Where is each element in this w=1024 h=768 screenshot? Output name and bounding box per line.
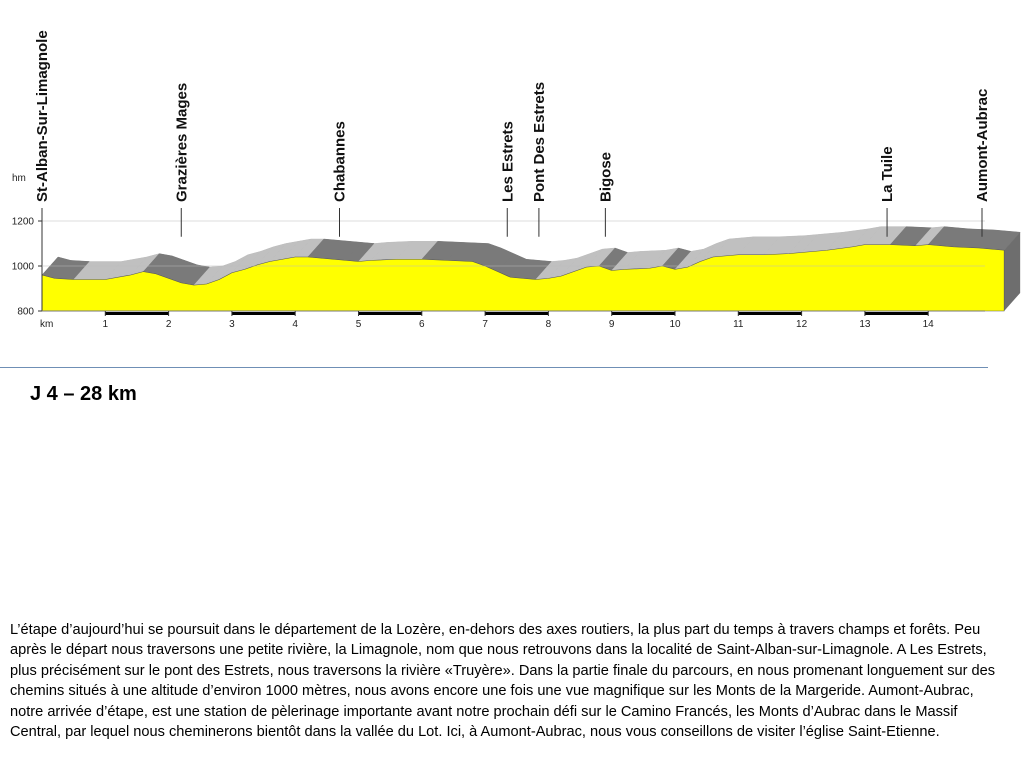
x-tick-label: 11 xyxy=(733,319,744,330)
distance-bar xyxy=(231,312,296,315)
distance-bar xyxy=(611,312,675,315)
stage-title: J 4 – 28 km xyxy=(30,383,137,405)
x-tick-label: 1 xyxy=(103,319,109,330)
distance-bar xyxy=(485,312,549,315)
waypoint-label: Aumont-Aubrac xyxy=(974,89,991,202)
x-tick-label: 4 xyxy=(292,319,298,330)
x-tick-label: 10 xyxy=(669,319,681,330)
terrain-back-layer xyxy=(41,226,1021,311)
x-tick-label: 9 xyxy=(609,319,615,330)
x-tick-label: 2 xyxy=(166,319,172,330)
y-tick-label: 1000 xyxy=(12,262,35,273)
elevation-area-layer xyxy=(41,244,1005,312)
x-unit-label: km xyxy=(40,319,53,330)
waypoints-layer: St-Alban-Sur-Limagnole Grazières Mages Cha… xyxy=(34,30,991,237)
waypoint-label: Les Estrets xyxy=(499,121,516,202)
waypoint-label: La Tuile xyxy=(879,146,896,202)
x-tick-label: 8 xyxy=(546,319,552,330)
y-unit-label: hm xyxy=(12,173,26,184)
elevation-area xyxy=(41,244,1005,312)
waypoint-label: Pont Des Estrets xyxy=(531,82,548,202)
x-tick-label: 14 xyxy=(923,319,935,330)
x-tick-label: 13 xyxy=(859,319,871,330)
waypoint-label: Bigose xyxy=(597,152,614,202)
y-tick-label: 800 xyxy=(17,307,34,318)
x-tick-label: 6 xyxy=(419,319,425,330)
waypoint-label: Chabannes xyxy=(332,121,349,202)
distance-bar xyxy=(864,312,929,315)
distance-bar xyxy=(105,312,169,315)
x-tick-label: 5 xyxy=(356,319,362,330)
terrain-side-wall xyxy=(1004,232,1021,311)
section-divider xyxy=(0,367,988,368)
waypoint-label: Grazières Mages xyxy=(173,83,190,202)
x-tick-label: 3 xyxy=(229,319,235,330)
stage-description: L’étape d’aujourd’hui se poursuit dans l… xyxy=(10,622,996,741)
x-tick-label: 7 xyxy=(482,319,488,330)
waypoint-label: St-Alban-Sur-Limagnole xyxy=(34,30,51,202)
y-tick-label: 1200 xyxy=(12,217,35,228)
x-tick-label: 12 xyxy=(796,319,808,330)
distance-bar xyxy=(738,312,802,315)
distance-bar xyxy=(358,312,422,315)
